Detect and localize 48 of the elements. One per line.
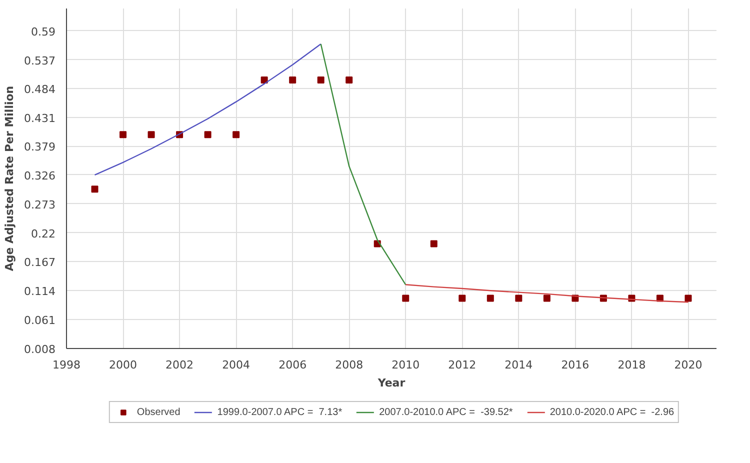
y-tick-label: 0.167 bbox=[24, 256, 56, 270]
x-tick-label: 2000 bbox=[109, 358, 138, 372]
x-tick-label: 2018 bbox=[618, 358, 646, 372]
y-tick-label: 0.537 bbox=[24, 54, 56, 68]
x-tick-label: 1998 bbox=[52, 358, 81, 372]
point bbox=[317, 76, 324, 84]
point bbox=[458, 294, 466, 302]
y-tick-label: 0.22 bbox=[31, 227, 56, 240]
x-tick-label: 2014 bbox=[504, 358, 533, 372]
point bbox=[402, 294, 410, 302]
legend-label: 1999.0-2007.0 APC = 7.13* bbox=[217, 406, 342, 418]
point bbox=[289, 76, 296, 84]
x-tick-label: 2016 bbox=[561, 358, 590, 372]
y-tick-label: 0.484 bbox=[24, 83, 56, 96]
point bbox=[91, 186, 98, 193]
x-tick-label: 2008 bbox=[335, 358, 364, 372]
point bbox=[148, 131, 155, 138]
point bbox=[430, 240, 438, 248]
point bbox=[204, 131, 212, 138]
y-axis-title: Age Adjusted Rate Per Million bbox=[3, 86, 16, 272]
x-tick-label: 2012 bbox=[448, 358, 476, 372]
y-tick-label: 0.379 bbox=[24, 140, 56, 154]
point bbox=[260, 76, 268, 84]
line-series bbox=[320, 43, 406, 286]
y-tick-label: 0.326 bbox=[24, 169, 56, 182]
x-tick-label: 2020 bbox=[674, 358, 702, 372]
point bbox=[486, 294, 494, 302]
y-tick-label: 0.431 bbox=[24, 112, 56, 126]
point bbox=[515, 294, 522, 302]
legend-label: 2007.0-2010.0 APC = -39.52* bbox=[379, 406, 513, 418]
y-tick-label: 0.59 bbox=[31, 25, 56, 38]
point bbox=[120, 131, 127, 138]
point bbox=[684, 294, 692, 302]
y-tick-label: 0.114 bbox=[24, 285, 56, 298]
x-tick-label: 2006 bbox=[278, 358, 307, 372]
x-tick-label: 2002 bbox=[166, 358, 194, 372]
point bbox=[543, 294, 550, 302]
legend-label: 2010.0-2020.0 APC = -2.96 bbox=[550, 406, 674, 418]
y-tick-label: 0.273 bbox=[24, 198, 56, 212]
x-tick-label: 2004 bbox=[222, 358, 250, 372]
point bbox=[232, 131, 240, 138]
x-axis-title: Year bbox=[376, 376, 406, 390]
point bbox=[346, 76, 353, 84]
y-tick-label: 0.061 bbox=[24, 314, 56, 328]
legend-label: Observed bbox=[136, 406, 180, 418]
line-series bbox=[94, 43, 322, 176]
x-tick-label: 2010 bbox=[392, 358, 420, 372]
y-tick-label: 0.008 bbox=[24, 343, 56, 356]
